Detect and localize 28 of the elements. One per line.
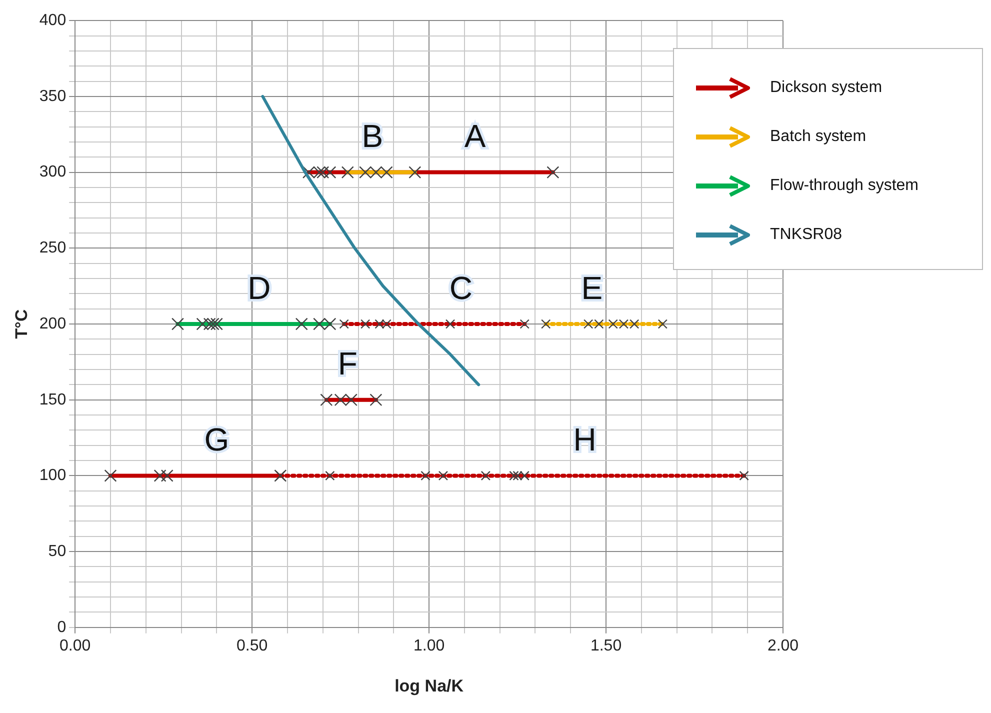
x-tick-label: 2.00 [767,637,799,654]
annotation: D [248,270,271,306]
x-tick-label: 1.00 [413,637,445,654]
annotation: E [581,270,603,306]
legend-label: Flow-through system [770,176,918,194]
annotation: F [338,346,358,382]
x-tick-label: 1.50 [590,637,622,654]
annotation: A [464,118,486,154]
annotation: C [449,270,472,306]
y-tick-label: 300 [39,164,66,181]
y-tick-label: 100 [39,467,66,484]
y-axis-title: T°C [12,309,31,339]
x-axis-title: log Na/K [394,676,464,696]
y-tick-label: 50 [48,542,66,560]
y-tick-label: 200 [39,315,66,332]
x-tick-label: 0.50 [236,637,268,654]
y-tick-label: 350 [39,88,66,105]
annotation: G [204,422,230,458]
legend-label: Batch system [770,128,866,146]
x-tick-label: 0.00 [60,637,91,654]
legend-label: Dickson system [770,78,882,96]
y-tick-label: 0 [57,618,66,636]
annotation: H [573,422,596,458]
legend-label: TNKSR08 [770,226,842,244]
y-tick-label: 250 [39,240,66,257]
annotation: B [362,118,384,154]
y-tick-label: 400 [39,12,66,30]
y-tick-label: 150 [39,391,66,408]
